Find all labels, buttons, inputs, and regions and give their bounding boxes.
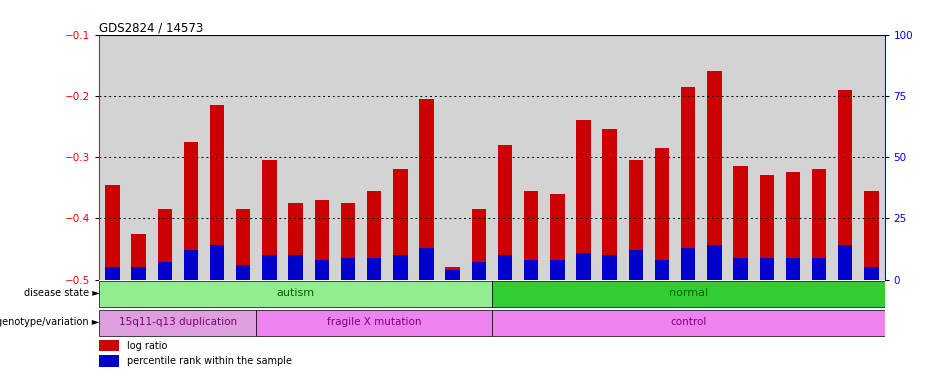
Text: disease state ►: disease state ► <box>24 288 99 298</box>
Bar <box>786 258 800 280</box>
Bar <box>99 339 119 351</box>
Bar <box>131 233 146 280</box>
Bar <box>629 160 643 280</box>
Bar <box>99 310 256 336</box>
Bar <box>629 250 643 280</box>
Bar <box>419 248 433 280</box>
Bar <box>812 258 826 280</box>
Bar <box>289 255 303 280</box>
Bar <box>394 169 408 280</box>
Bar <box>603 255 617 280</box>
Bar <box>184 142 198 280</box>
Bar <box>99 355 119 367</box>
Bar <box>838 245 852 280</box>
Bar <box>158 209 172 280</box>
Bar <box>289 203 303 280</box>
Bar <box>551 260 565 280</box>
Bar <box>99 281 492 307</box>
Bar <box>446 267 460 280</box>
Bar <box>576 253 590 280</box>
Bar <box>708 245 722 280</box>
Bar <box>603 129 617 280</box>
Bar <box>576 120 590 280</box>
Bar <box>419 99 433 280</box>
Bar <box>341 203 355 280</box>
Bar <box>472 209 486 280</box>
Bar <box>524 191 538 280</box>
Text: control: control <box>670 318 707 328</box>
Bar <box>760 258 774 280</box>
Bar <box>131 267 146 280</box>
Bar <box>786 172 800 280</box>
Bar <box>256 310 492 336</box>
Text: autism: autism <box>276 288 315 298</box>
Text: percentile rank within the sample: percentile rank within the sample <box>127 356 291 366</box>
Bar <box>210 105 224 280</box>
Bar <box>262 160 276 280</box>
Bar <box>367 258 381 280</box>
Bar <box>105 267 119 280</box>
Bar <box>865 191 879 280</box>
Text: log ratio: log ratio <box>127 341 167 351</box>
Bar <box>158 262 172 280</box>
Text: normal: normal <box>669 288 708 298</box>
Bar <box>492 281 885 307</box>
Bar <box>524 260 538 280</box>
Bar <box>184 250 198 280</box>
Bar <box>681 248 695 280</box>
Bar <box>236 265 251 280</box>
Bar <box>865 267 879 280</box>
Bar <box>708 71 722 280</box>
Bar <box>105 185 119 280</box>
Bar <box>760 175 774 280</box>
Bar <box>812 169 826 280</box>
Bar <box>315 260 329 280</box>
Text: GDS2824 / 14573: GDS2824 / 14573 <box>99 22 203 35</box>
Text: genotype/variation ►: genotype/variation ► <box>0 318 99 328</box>
Bar <box>655 148 669 280</box>
Bar <box>367 191 381 280</box>
Bar <box>315 200 329 280</box>
Bar <box>681 87 695 280</box>
Text: 15q11-q13 duplication: 15q11-q13 duplication <box>119 318 236 328</box>
Bar <box>733 258 747 280</box>
Bar <box>210 245 224 280</box>
Bar <box>498 145 512 280</box>
Bar <box>551 194 565 280</box>
Text: fragile X mutation: fragile X mutation <box>327 318 421 328</box>
Bar <box>472 262 486 280</box>
Bar <box>498 255 512 280</box>
Bar <box>838 90 852 280</box>
Bar <box>492 310 885 336</box>
Bar <box>394 255 408 280</box>
Bar <box>262 255 276 280</box>
Bar <box>341 258 355 280</box>
Bar <box>655 260 669 280</box>
Bar <box>446 270 460 280</box>
Bar <box>733 166 747 280</box>
Bar <box>236 209 251 280</box>
